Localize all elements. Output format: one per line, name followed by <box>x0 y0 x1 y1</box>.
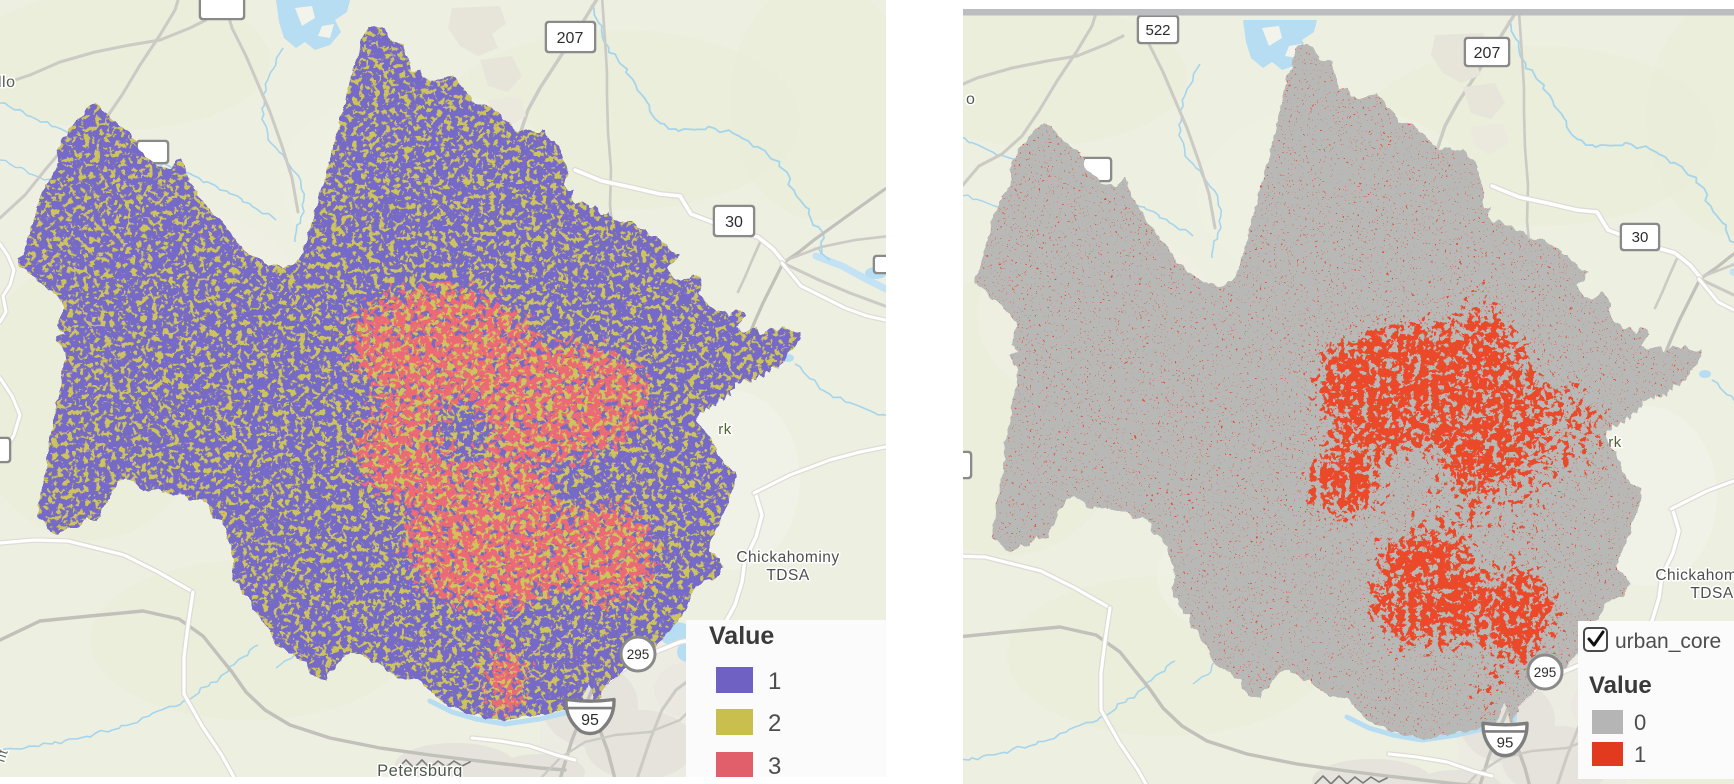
svg-text:Chickahominy: Chickahominy <box>736 549 839 566</box>
svg-text:TDSA: TDSA <box>766 567 810 584</box>
svg-text:207: 207 <box>1474 45 1501 62</box>
svg-text:295: 295 <box>1534 665 1557 680</box>
svg-text:2: 2 <box>768 710 781 737</box>
svg-text:95: 95 <box>581 712 599 729</box>
svg-text:TDSA: TDSA <box>1690 585 1734 602</box>
svg-text:522: 522 <box>1145 22 1170 39</box>
svg-text:30: 30 <box>725 214 743 231</box>
svg-text:0: 0 <box>1634 710 1646 735</box>
svg-text:1: 1 <box>768 668 781 695</box>
svg-text:Value: Value <box>709 622 774 650</box>
svg-text:3: 3 <box>768 753 781 777</box>
svg-text:o: o <box>966 91 975 108</box>
svg-text:Value: Value <box>1589 672 1652 699</box>
svg-text:207: 207 <box>557 30 584 47</box>
svg-text:Petersburg: Petersburg <box>377 762 463 777</box>
svg-text:rk: rk <box>718 421 732 438</box>
svg-text:Chickahominy: Chickahominy <box>1655 567 1734 584</box>
svg-text:llo: llo <box>0 74 16 91</box>
svg-text:1: 1 <box>1634 742 1646 767</box>
svg-text:295: 295 <box>627 647 650 662</box>
svg-text:urban_core: urban_core <box>1615 630 1721 653</box>
svg-text:95: 95 <box>1497 734 1514 751</box>
svg-text:30: 30 <box>1632 229 1649 246</box>
